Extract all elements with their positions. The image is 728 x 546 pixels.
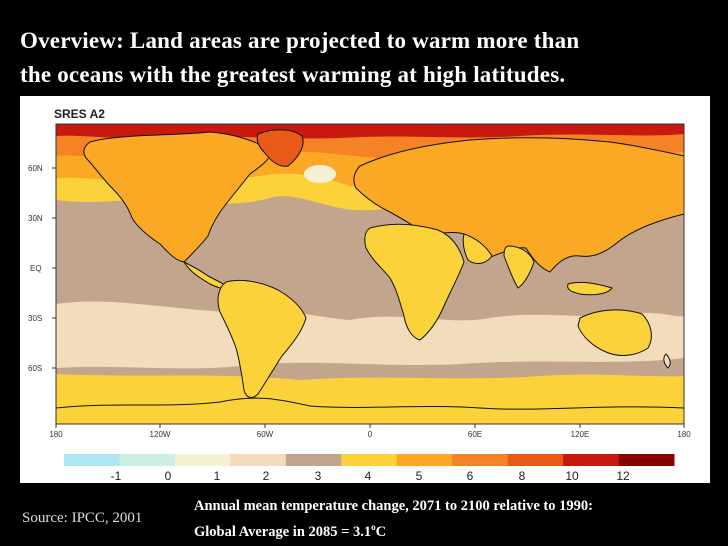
colorbar-cell bbox=[230, 454, 287, 466]
title-line-2: the oceans with the greatest warming at … bbox=[20, 62, 566, 87]
colorbar-tick: 4 bbox=[365, 469, 372, 483]
lat-label: EQ bbox=[30, 264, 42, 273]
degree-symbol: o bbox=[371, 522, 376, 532]
caption-line-1: Annual mean temperature change, 2071 to … bbox=[194, 498, 593, 514]
north-atlantic-cool-spot bbox=[304, 165, 336, 183]
southern-ocean-band bbox=[56, 301, 684, 369]
colorbar-cell bbox=[563, 454, 620, 466]
new-zealand bbox=[663, 353, 671, 369]
longitude-axis: 180 120W 60W 0 60E 120E 180 bbox=[49, 424, 691, 439]
colorbar-tick: 5 bbox=[416, 469, 423, 483]
colorbar-tick: 10 bbox=[565, 469, 579, 483]
lon-label: 60W bbox=[257, 430, 274, 439]
lat-label: 60S bbox=[28, 364, 42, 373]
eurasia bbox=[353, 137, 685, 273]
antarctic-band bbox=[56, 374, 684, 424]
colorbar-tick: 2 bbox=[263, 469, 270, 483]
colorbar-cell bbox=[119, 454, 176, 466]
caption-line-2: Global Average in 2085 = 3.1oC bbox=[194, 517, 593, 543]
colorbar-cell bbox=[285, 454, 342, 466]
australia bbox=[577, 309, 652, 356]
india bbox=[503, 245, 535, 289]
global-average-text: Global Average in 2085 = 3.1 bbox=[194, 524, 372, 540]
south-america bbox=[217, 279, 307, 398]
colorbar-tick: 3 bbox=[315, 469, 322, 483]
temperature-change-figure: SRES A2 bbox=[20, 96, 710, 483]
colorbar-cell bbox=[396, 454, 453, 466]
colorbar-tick: 1 bbox=[214, 469, 221, 483]
slide-title: Overview: Land areas are projected to wa… bbox=[20, 24, 710, 92]
colorbar-cell bbox=[64, 454, 120, 466]
lon-label: 120E bbox=[571, 430, 590, 439]
antarctica-coast bbox=[55, 397, 685, 410]
colorbar-tick: 8 bbox=[519, 469, 526, 483]
lat-label: 30N bbox=[28, 214, 43, 223]
colorbar-cell bbox=[618, 454, 675, 466]
arabia bbox=[462, 233, 493, 264]
scenario-label: SRES A2 bbox=[54, 107, 105, 121]
colorbar-ticks: -1 0 1 2 3 4 5 6 8 10 12 bbox=[111, 469, 630, 483]
figure-caption: Annual mean temperature change, 2071 to … bbox=[194, 496, 593, 543]
lat-label: 60N bbox=[28, 164, 43, 173]
maritime-continent bbox=[567, 281, 613, 296]
lon-label: 0 bbox=[368, 430, 373, 439]
colorbar-cells bbox=[64, 454, 675, 466]
lon-label: 120W bbox=[150, 430, 171, 439]
source-citation: Source: IPCC, 2001 bbox=[22, 510, 143, 526]
world-map bbox=[55, 124, 685, 424]
latitude-axis: 60N 30N EQ 30S 60S bbox=[28, 164, 56, 373]
title-line-1: Overview: Land areas are projected to wa… bbox=[20, 28, 580, 53]
colorbar-cell bbox=[341, 454, 398, 466]
unit-text: C bbox=[375, 524, 387, 540]
colorbar-tick: 12 bbox=[616, 469, 630, 483]
colorbar-cell bbox=[507, 454, 564, 466]
lon-label: 180 bbox=[49, 430, 63, 439]
lon-label: 60E bbox=[468, 430, 482, 439]
colorbar-tick: -1 bbox=[111, 469, 122, 483]
north-america bbox=[83, 131, 273, 263]
colorbar-tick: 0 bbox=[165, 469, 172, 483]
colorbar-cell bbox=[452, 454, 509, 466]
africa bbox=[364, 223, 465, 341]
colorbar-cell bbox=[174, 454, 231, 466]
greenland bbox=[256, 129, 304, 167]
colorbar: -1 0 1 2 3 4 5 6 8 10 12 bbox=[64, 454, 675, 483]
lon-label: 180 bbox=[677, 430, 691, 439]
colorbar-tick: 6 bbox=[467, 469, 474, 483]
lat-label: 30S bbox=[28, 314, 42, 323]
